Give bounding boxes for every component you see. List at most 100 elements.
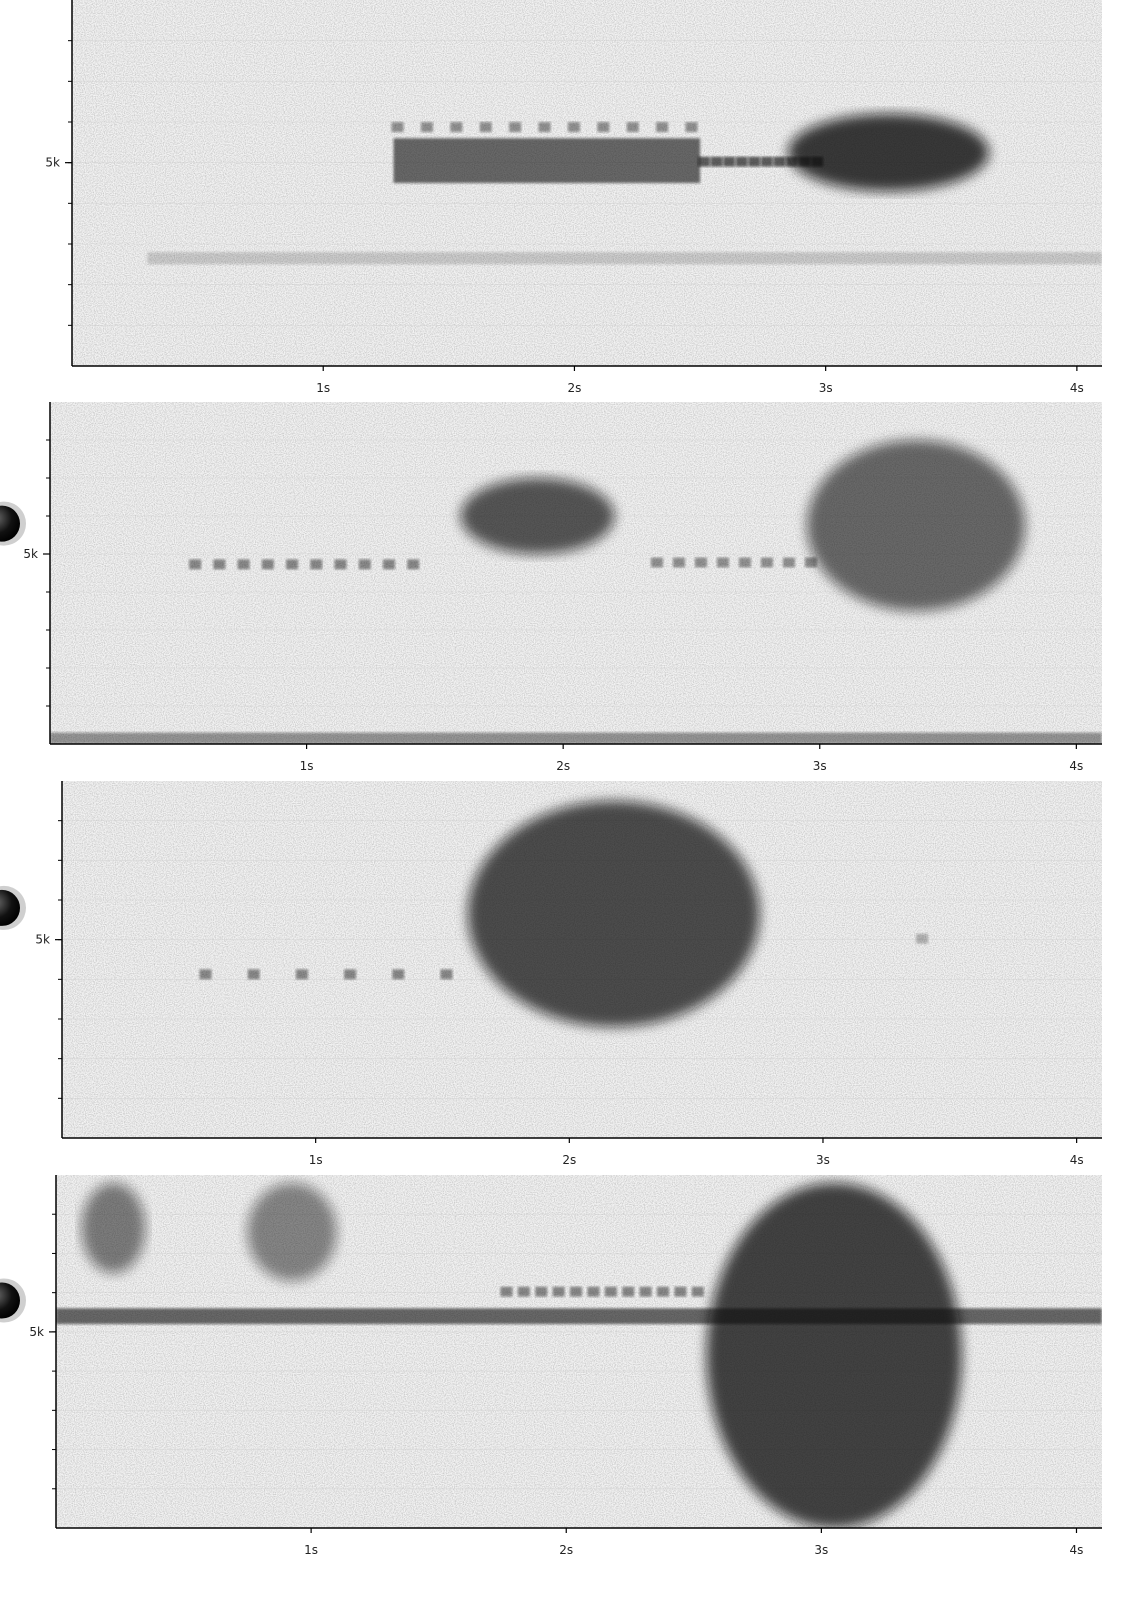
spectrogram-panel-1: 5k 1s 2s 3s 4s [45, 0, 1102, 395]
click-note [334, 559, 347, 570]
click-note [344, 969, 357, 980]
click-note [723, 156, 736, 167]
sound-blob [806, 440, 1026, 611]
click-note [392, 969, 405, 980]
click-note [479, 122, 492, 133]
click-note [450, 122, 463, 133]
sound-blob [460, 478, 615, 554]
click-note [310, 559, 323, 570]
click-note [710, 156, 723, 167]
click-note [597, 122, 610, 133]
click-note [552, 1286, 565, 1297]
x-tick-label: 4s [1070, 1543, 1084, 1557]
play-button[interactable] [0, 885, 26, 930]
click-note [407, 559, 420, 570]
click-note [694, 557, 707, 568]
click-note [189, 559, 202, 570]
click-note [295, 969, 308, 980]
sound-blob [247, 1182, 337, 1281]
click-note [916, 933, 929, 944]
play-icon [0, 1282, 20, 1319]
x-tick-label: 3s [819, 381, 833, 395]
y-tick-label: 5k [45, 156, 60, 170]
click-note [500, 1286, 513, 1297]
play-icon [0, 505, 20, 542]
spectrogram-panel-4: 5k 1s 2s 3s 4s [0, 1175, 1102, 1557]
click-note [587, 1286, 600, 1297]
x-tick-label: 3s [814, 1543, 828, 1557]
click-note [782, 557, 795, 568]
click-note [358, 559, 371, 570]
click-note [538, 122, 551, 133]
plot-area [50, 402, 1102, 744]
background-hum [147, 252, 1102, 265]
tonal-band [393, 138, 701, 183]
click-note [657, 1286, 670, 1297]
click-note [674, 1286, 687, 1297]
plot-area [62, 781, 1102, 1138]
sound-blob [706, 1182, 962, 1528]
spectrogram-panel-2: 5k 1s 2s 3s 4s [0, 402, 1102, 773]
play-icon [0, 889, 20, 926]
x-tick-label: 2s [567, 381, 581, 395]
click-note [382, 559, 395, 570]
click-note [420, 122, 433, 133]
x-tick-label: 1s [309, 1153, 323, 1167]
click-note [804, 557, 817, 568]
click-note [567, 122, 580, 133]
click-note [213, 559, 226, 570]
click-note [760, 557, 773, 568]
click-note [199, 969, 212, 980]
click-note [247, 969, 260, 980]
x-tick-label: 3s [816, 1153, 830, 1167]
click-note [735, 156, 748, 167]
sound-blob [467, 800, 760, 1027]
click-note [698, 156, 711, 167]
sound-blob [787, 113, 989, 192]
sound-blob [81, 1182, 146, 1274]
play-button[interactable] [0, 501, 26, 546]
click-note [672, 557, 685, 568]
play-button[interactable] [0, 1278, 26, 1323]
click-note [535, 1286, 548, 1297]
click-note [570, 1286, 583, 1297]
click-note [760, 156, 773, 167]
click-note [691, 1286, 704, 1297]
y-tick-label: 5k [35, 933, 50, 947]
background-hum [50, 732, 1102, 744]
plot-area [72, 0, 1102, 366]
x-tick-label: 2s [559, 1543, 573, 1557]
click-note [650, 557, 663, 568]
click-note [237, 559, 250, 570]
click-note [656, 122, 669, 133]
x-tick-label: 1s [304, 1543, 318, 1557]
click-note [626, 122, 639, 133]
x-tick-label: 2s [562, 1153, 576, 1167]
y-tick-label: 5k [29, 1325, 44, 1339]
click-note [773, 156, 786, 167]
click-note [440, 969, 453, 980]
click-note [261, 559, 274, 570]
click-note [639, 1286, 652, 1297]
click-note [685, 122, 698, 133]
x-tick-label: 1s [316, 381, 330, 395]
x-tick-label: 4s [1070, 381, 1084, 395]
click-note [622, 1286, 635, 1297]
click-note [391, 122, 404, 133]
click-note [509, 122, 522, 133]
click-note [517, 1286, 530, 1297]
plot-area [56, 1175, 1102, 1528]
x-tick-label: 2s [556, 759, 570, 773]
click-note [286, 559, 299, 570]
spectrogram-panel-3: 5k 1s 2s 3s 4s [0, 781, 1102, 1167]
click-note [738, 557, 751, 568]
x-tick-label: 3s [813, 759, 827, 773]
x-tick-label: 4s [1069, 759, 1083, 773]
y-tick-label: 5k [23, 547, 38, 561]
click-note [716, 557, 729, 568]
x-tick-label: 4s [1070, 1153, 1084, 1167]
click-note [604, 1286, 617, 1297]
x-tick-label: 1s [300, 759, 314, 773]
click-note [748, 156, 761, 167]
